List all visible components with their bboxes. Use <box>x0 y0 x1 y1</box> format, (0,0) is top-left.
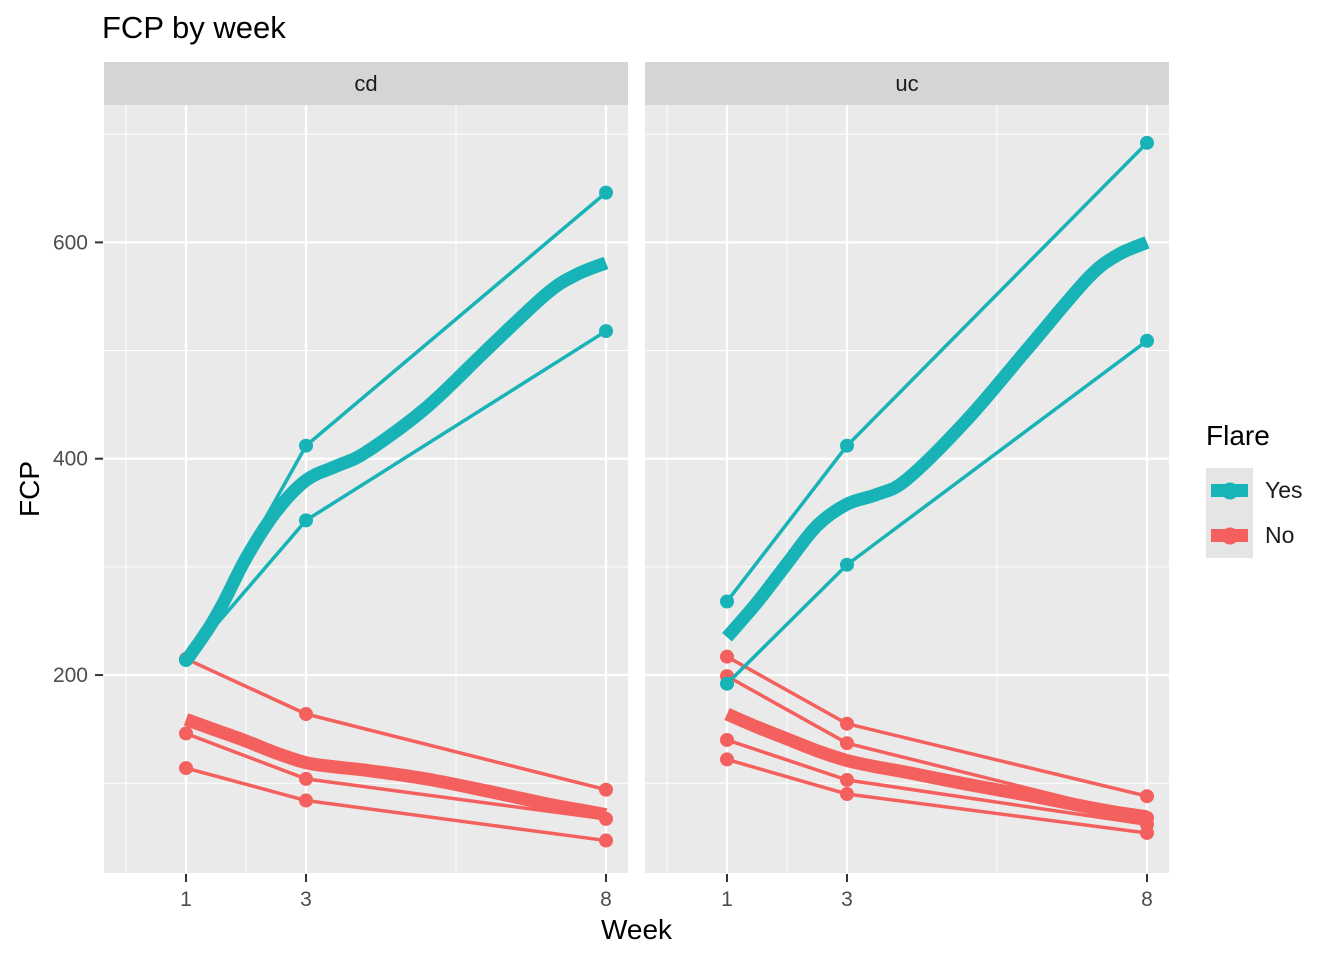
data-point <box>599 185 613 200</box>
y-axis-title: FCP <box>14 461 45 517</box>
legend-label-no: No <box>1265 522 1295 548</box>
data-point <box>179 726 193 741</box>
legend-key-no <box>1206 513 1253 558</box>
data-point <box>840 787 854 802</box>
data-point <box>599 833 613 848</box>
data-point <box>1140 333 1154 348</box>
data-point <box>720 676 734 691</box>
data-point <box>599 324 613 339</box>
x-tick-label: 3 <box>300 888 312 911</box>
chart-title: FCP by week <box>102 10 286 45</box>
smooth-line <box>724 708 1148 824</box>
data-point <box>1140 789 1154 804</box>
data-point <box>840 736 854 751</box>
data-point <box>720 732 734 747</box>
y-tick-label: 200 <box>53 664 88 687</box>
facet-label-uc: uc <box>895 70 919 96</box>
legend-label-yes: Yes <box>1265 477 1303 503</box>
x-tick-label: 8 <box>1141 888 1153 911</box>
legend-title: Flare <box>1206 420 1270 451</box>
x-tick-label: 1 <box>180 888 192 911</box>
data-point <box>299 793 313 808</box>
data-point <box>840 772 854 787</box>
legend-point-icon <box>1221 527 1238 544</box>
legend-key-yes <box>1206 468 1253 513</box>
data-point <box>840 557 854 572</box>
data-point <box>1140 135 1154 150</box>
data-point <box>179 761 193 776</box>
smooth-line <box>180 256 609 665</box>
legend: Flare Yes No <box>1206 420 1303 558</box>
data-point <box>840 716 854 731</box>
data-point <box>299 438 313 453</box>
facet-strip-cd: cd <box>104 62 628 105</box>
facet-strip-uc: uc <box>645 62 1169 105</box>
x-tick-label: 1 <box>721 888 733 911</box>
data-point <box>599 782 613 797</box>
x-tick-label: 8 <box>600 888 612 911</box>
y-tick-label: 600 <box>53 231 88 254</box>
data-point <box>720 752 734 767</box>
data-point <box>840 438 854 453</box>
legend-entry-yes: Yes <box>1206 468 1303 513</box>
data-point <box>299 706 313 721</box>
data-point <box>299 513 313 528</box>
smooth-line <box>722 236 1150 642</box>
legend-entry-no: No <box>1206 513 1303 558</box>
y-tick-label: 400 <box>53 448 88 471</box>
data-point <box>720 594 734 609</box>
panel-bg <box>104 105 628 873</box>
data-point <box>1140 825 1154 840</box>
data-point <box>299 771 313 786</box>
facet-label-cd: cd <box>354 70 378 96</box>
x-axis-title: Week <box>600 914 673 945</box>
smooth-line <box>183 713 608 821</box>
panel-bg <box>645 105 1169 873</box>
data-point <box>720 649 734 664</box>
x-tick-label: 3 <box>841 888 853 911</box>
legend-point-icon <box>1221 482 1238 499</box>
